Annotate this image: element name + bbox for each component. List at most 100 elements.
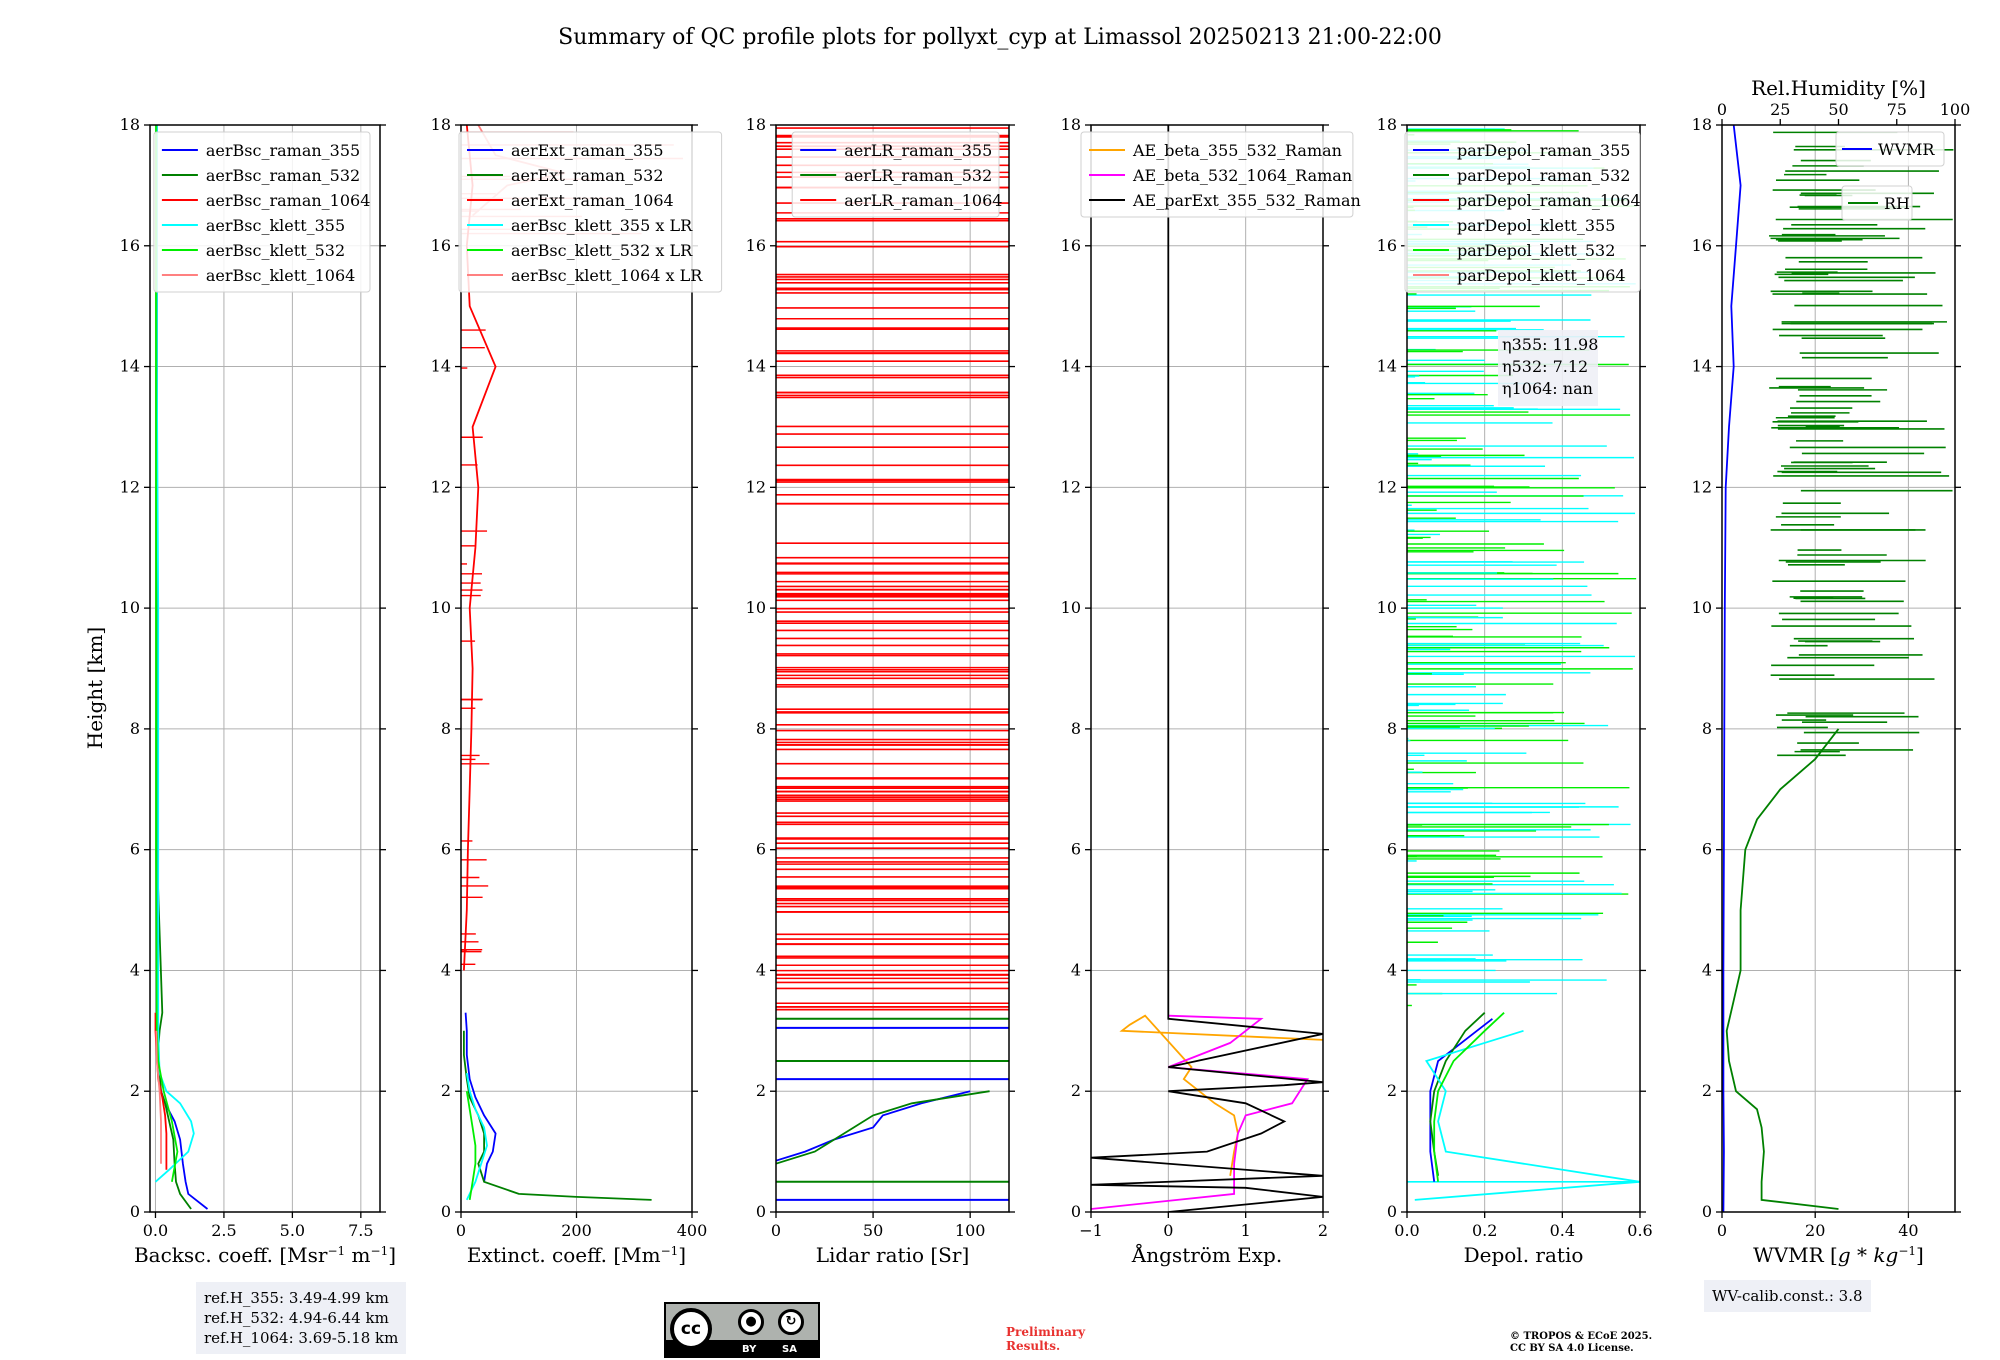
legend-label: aerExt_raman_1064 <box>511 191 674 210</box>
y-tick-label: 18 <box>1377 115 1397 134</box>
y-tick-label: 14 <box>431 357 451 376</box>
legend-label: aerBsc_klett_532 <box>206 241 345 260</box>
y-tick-label: 4 <box>441 960 451 979</box>
reference-height-box: ref.H_355: 3.49-4.99 km ref.H_532: 4.94-… <box>196 1282 407 1354</box>
y-tick-label: 8 <box>1702 719 1712 738</box>
ref-h-355: ref.H_355: 3.49-4.99 km <box>204 1289 389 1307</box>
y-tick-label: 2 <box>1071 1081 1081 1100</box>
x-axis-label: Extinct. coeff. [Mm−1] <box>467 1243 686 1267</box>
legend-label: AE_beta_355_532_Raman <box>1132 141 1342 160</box>
copyright-note: © TROPOS & ECoE 2025. CC BY SA 4.0 Licen… <box>1510 1331 1652 1355</box>
y-tick-label: 2 <box>1387 1081 1397 1100</box>
preliminary-line-2: Results. <box>1006 1339 1061 1353</box>
series-AE_beta_532_1064_Raman <box>1091 1014 1310 1210</box>
x-tick-label: 100 <box>955 1221 986 1240</box>
y-tick-label: 18 <box>120 115 140 134</box>
y-tick-label: 4 <box>756 960 766 979</box>
y-tick-label: 0 <box>756 1202 766 1221</box>
axes-frame <box>775 124 1010 1213</box>
legend-label: aerBsc_klett_532 x LR <box>511 241 693 260</box>
x-tick-label: 0 <box>1717 1221 1727 1240</box>
series-parDepol_klett_355 <box>1414 1029 1640 1201</box>
eta-annotation-line: η532: 7.12 <box>1502 357 1588 376</box>
y-tick-label: 14 <box>1377 357 1397 376</box>
panel-wv: 0 20 40 0 2 4 6 8 10 12 14 16 18 WVMR [g * kg−1] 0 25 50… <box>1692 76 1971 1267</box>
y-tick-label: 12 <box>1377 477 1397 496</box>
y-tick-label: 12 <box>1692 477 1712 496</box>
legend-label: aerBsc_klett_1064 x LR <box>511 266 703 285</box>
y-tick-label: 18 <box>431 115 451 134</box>
cc-sa-label: SA <box>782 1344 797 1355</box>
y-tick-label: 8 <box>441 719 451 738</box>
y-tick-label: 10 <box>431 598 451 617</box>
x-tick-label: 200 <box>561 1221 592 1240</box>
y-tick-label: 6 <box>1071 840 1081 859</box>
x-tick-label: 1 <box>1241 1221 1251 1240</box>
copyright-line-1: © TROPOS & ECoE 2025. <box>1510 1331 1653 1342</box>
legend-label: parDepol_klett_1064 <box>1457 266 1626 285</box>
y-tick-label: 12 <box>746 477 766 496</box>
series-aerExt_raman_532 <box>462 1030 652 1201</box>
cc-person-icon: ● <box>738 1309 764 1335</box>
plot-area <box>1091 125 1323 1212</box>
y-tick-label: 10 <box>120 598 140 617</box>
y-tick-label: 12 <box>431 477 451 496</box>
x-tick-label: 0.4 <box>1550 1221 1575 1240</box>
legend-box <box>458 131 723 293</box>
plot-area <box>154 125 209 1210</box>
series-aerBsc_klett_1064 <box>155 1030 162 1164</box>
y-tick-label: 14 <box>120 357 140 376</box>
x-tick-label: 0.6 <box>1627 1221 1652 1240</box>
y-tick-label: 16 <box>431 236 451 255</box>
ref-h-1064: ref.H_1064: 3.69-5.18 km <box>204 1329 399 1347</box>
panel-depol: 0.0 0.2 0.4 0.6 0 2 4 6 8 10 12 14 16 18 Depol. ratio p… <box>1377 115 1653 1267</box>
x-tick-label: 0 <box>771 1221 781 1240</box>
top-tick-label: 0 <box>1717 100 1727 119</box>
panel-lr: 0 50 100 0 2 4 6 8 10 12 14 16 18 Lidar ratio [Sr] aer… <box>746 115 1015 1267</box>
y-tick-label: 14 <box>1692 357 1712 376</box>
series-parDepol_klett_532 <box>1433 1012 1505 1182</box>
y-tick-label: 18 <box>1692 115 1712 134</box>
y-tick-label: 0 <box>1702 1202 1712 1221</box>
x-tick-label: 2 <box>1318 1221 1328 1240</box>
y-tick-label: 0 <box>1071 1202 1081 1221</box>
x-tick-label: 0.0 <box>1394 1221 1419 1240</box>
y-tick-label: 4 <box>130 960 140 979</box>
legend-label: aerBsc_klett_1064 <box>206 266 355 285</box>
x-tick-label: 50 <box>863 1221 883 1240</box>
series-aerLR_raman_355 <box>776 1090 971 1162</box>
legend-label: aerBsc_klett_355 x LR <box>511 216 693 235</box>
y-tick-label: 8 <box>1071 719 1081 738</box>
y-tick-label: 0 <box>130 1202 140 1221</box>
axes-frame <box>1721 124 1956 1213</box>
legend-box <box>153 131 371 293</box>
x-tick-label: 5.0 <box>280 1221 305 1240</box>
y-tick-label: 18 <box>1061 115 1081 134</box>
wv-calib-text: WV-calib.const.: 3.8 <box>1712 1287 1863 1305</box>
x-tick-label: 7.5 <box>348 1221 373 1240</box>
series-aerBsc_klett_355 <box>154 125 195 1183</box>
legend-label: RH <box>1884 194 1910 213</box>
legend-box <box>1404 131 1641 293</box>
x-axis-label: Backsc. coeff. [Msr−1 m−1] <box>134 1243 396 1267</box>
preliminary-note: Preliminary Results. <box>1006 1325 1085 1353</box>
series-aerBsc_klett_532 <box>155 125 179 1182</box>
y-tick-label: 6 <box>130 840 140 859</box>
ref-h-532: ref.H_532: 4.94-6.44 km <box>204 1309 389 1327</box>
y-axis-label: Height [km] <box>83 627 107 749</box>
top-tick-label: 50 <box>1828 100 1848 119</box>
x-axis-label: WVMR [g * kg−1] <box>1753 1243 1924 1267</box>
y-tick-label: 6 <box>441 840 451 859</box>
axes-frame <box>1406 124 1641 1213</box>
y-tick-label: 4 <box>1702 960 1712 979</box>
y-tick-label: 16 <box>120 236 140 255</box>
axes-frame <box>149 124 381 1213</box>
x-tick-label: 2.5 <box>211 1221 236 1240</box>
legend-label: WVMR <box>1878 140 1935 159</box>
y-tick-label: 16 <box>1692 236 1712 255</box>
x-tick-label: 400 <box>677 1221 708 1240</box>
y-tick-label: 10 <box>746 598 766 617</box>
eta-annotation-box <box>1498 330 1598 406</box>
